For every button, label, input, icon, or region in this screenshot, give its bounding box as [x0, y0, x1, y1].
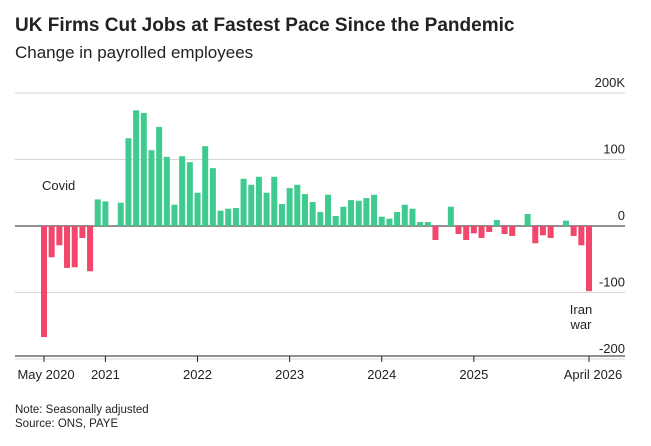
bar: [532, 226, 539, 244]
bar: [401, 204, 408, 226]
bar: [562, 220, 569, 226]
bar: [232, 208, 239, 226]
bar: [133, 110, 140, 226]
bar: [301, 194, 308, 226]
bar: [386, 218, 393, 226]
bar: [163, 156, 170, 226]
bar: [271, 176, 278, 226]
y-tick-label: -100: [599, 275, 625, 290]
bar: [171, 204, 178, 226]
annotation: Covid: [42, 178, 75, 193]
bar: [478, 226, 485, 238]
x-tick-label: May 2020: [17, 367, 74, 382]
bar: [317, 212, 324, 226]
bar: [417, 222, 424, 226]
bar: [94, 199, 101, 226]
bar: [87, 226, 94, 272]
bar: [179, 156, 186, 226]
bar: [547, 226, 554, 238]
x-tick-label: 2024: [367, 367, 396, 382]
bar: [493, 220, 500, 226]
bar: [309, 202, 316, 226]
x-tick-label: 2025: [459, 367, 488, 382]
bar: [140, 112, 147, 226]
bar: [447, 206, 454, 226]
annotation: Iran war: [570, 302, 593, 332]
bar: [455, 226, 462, 234]
bar: [463, 226, 470, 240]
bar: [64, 226, 71, 268]
bar: [79, 226, 86, 238]
bar: [294, 184, 301, 226]
bar: [263, 192, 270, 226]
bar: [41, 226, 47, 338]
source: Source: ONS, PAYE: [15, 418, 118, 430]
y-tick-label: -200: [599, 341, 625, 356]
bar: [117, 202, 124, 226]
y-tick-label: 200K: [595, 75, 626, 90]
note: Note: Seasonally adjusted: [15, 404, 149, 416]
bar: [486, 226, 493, 232]
bar: [432, 226, 439, 240]
bar: [355, 200, 362, 226]
x-tick-label: 2021: [91, 367, 120, 382]
bar: [102, 201, 109, 226]
bar: [248, 184, 255, 226]
bar: [217, 210, 224, 226]
x-tick-label: 2023: [275, 367, 304, 382]
bar: [378, 216, 385, 226]
bar: [148, 150, 155, 226]
bar: [340, 206, 347, 226]
bar: [348, 200, 355, 226]
bar: [125, 138, 132, 226]
bar: [509, 226, 516, 236]
bar: [570, 226, 577, 236]
bar: [578, 226, 585, 246]
bar: [194, 192, 201, 226]
bar: [156, 126, 163, 226]
y-tick-label: 0: [618, 208, 625, 223]
bar: [524, 214, 531, 226]
bar: [586, 226, 592, 292]
bar: [186, 162, 193, 226]
bar: [48, 226, 55, 258]
bar: [225, 208, 232, 226]
bar: [371, 194, 378, 226]
bar: [470, 226, 477, 234]
x-tick-label: April 2026: [564, 367, 623, 382]
bar: [501, 226, 508, 234]
bar: [424, 222, 431, 226]
bar: [325, 194, 332, 226]
x-tick-label: 2022: [183, 367, 212, 382]
bar: [394, 212, 401, 226]
bar: [71, 226, 78, 268]
bar: [539, 226, 546, 236]
chart-title: UK Firms Cut Jobs at Fastest Pace Since …: [15, 15, 515, 36]
bar: [56, 226, 63, 246]
bar: [255, 176, 262, 226]
bar: [332, 216, 339, 226]
bar: [202, 146, 209, 226]
bar: [363, 198, 370, 226]
bar: [240, 178, 247, 226]
chart-subtitle: Change in payrolled employees: [15, 43, 253, 62]
bar: [409, 208, 416, 226]
y-tick-label: 100: [603, 142, 625, 157]
bar: [278, 204, 285, 226]
bar: [286, 188, 293, 226]
bar: [209, 168, 216, 226]
